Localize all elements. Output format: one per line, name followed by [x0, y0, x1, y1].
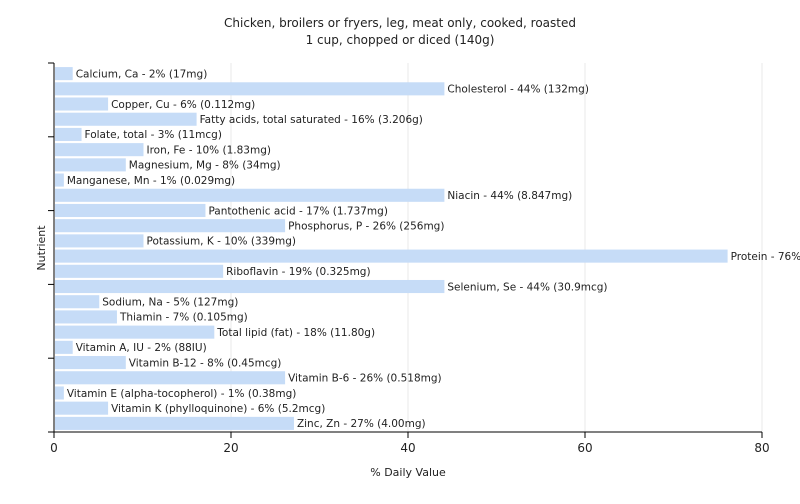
- bar: [55, 310, 117, 324]
- x-tick-label: 80: [754, 441, 769, 455]
- bar-label: Riboflavin - 19% (0.325mg): [226, 266, 370, 278]
- bar-label: Calcium, Ca - 2% (17mg): [76, 68, 208, 80]
- bar: [55, 112, 197, 126]
- bar: [55, 67, 73, 81]
- bar: [55, 386, 64, 400]
- bar: [55, 143, 144, 157]
- bar-label: Iron, Fe - 10% (1.83mg): [147, 144, 271, 156]
- bar-label: Vitamin E (alpha-tocopherol) - 1% (0.38m…: [67, 388, 297, 400]
- chart-subtitle: 1 cup, chopped or diced (140g): [306, 33, 495, 47]
- grid-lines: [230, 63, 763, 432]
- bar: [55, 279, 445, 294]
- bar-label: Vitamin B-6 - 26% (0.518mg): [288, 373, 442, 385]
- bar-label: Zinc, Zn - 27% (4.00mg): [297, 418, 426, 430]
- bar-label: Cholesterol - 44% (132mg): [447, 84, 589, 96]
- x-tick-label: 60: [577, 441, 592, 455]
- bar: [55, 325, 215, 339]
- x-tick-label: 40: [400, 441, 415, 455]
- bar-labels: Calcium, Ca - 2% (17mg) Cholesterol - 44%…: [67, 68, 800, 430]
- bar-label: Thiamin - 7% (0.105mg): [119, 312, 248, 324]
- bar-label: Folate, total - 3% (11mcg): [85, 129, 222, 141]
- bar: [55, 234, 144, 248]
- bar-label: Vitamin B-12 - 8% (0.45mcg): [129, 357, 282, 369]
- bar: [55, 340, 73, 354]
- x-tick-label: 0: [50, 441, 58, 455]
- bar-label: Vitamin A, IU - 2% (88IU): [76, 342, 207, 354]
- bar: [55, 416, 294, 430]
- y-axis-label: Nutrient: [35, 225, 48, 271]
- bar: [55, 249, 728, 263]
- bar: [55, 295, 100, 309]
- bar-label: Potassium, K - 10% (339mg): [147, 236, 297, 248]
- bar: [55, 97, 109, 111]
- bar-label: Magnesium, Mg - 8% (34mg): [129, 160, 281, 172]
- x-tick-label: 20: [223, 441, 238, 455]
- bar: [55, 188, 445, 202]
- bar-label: Copper, Cu - 6% (0.112mg): [111, 99, 255, 111]
- bar: [55, 158, 126, 172]
- bar-label: Sodium, Na - 5% (127mg): [102, 297, 238, 309]
- bar: [55, 356, 126, 370]
- bar-label: Vitamin K (phylloquinone) - 6% (5.2mcg): [111, 403, 325, 415]
- bar: [55, 82, 445, 96]
- bar-label: Selenium, Se - 44% (30.9mcg): [447, 281, 607, 293]
- bar: [55, 401, 109, 415]
- x-ticks: 0 20 40 60 80: [50, 432, 770, 455]
- bar: [55, 371, 286, 385]
- bar: [55, 219, 286, 233]
- x-axis-label: % Daily Value: [370, 466, 446, 479]
- bar-label: Pantothenic acid - 17% (1.737mg): [208, 205, 387, 217]
- bars: [55, 67, 728, 430]
- bar: [55, 203, 206, 218]
- bar-label: Manganese, Mn - 1% (0.029mg): [67, 175, 235, 187]
- bar-label: Total lipid (fat) - 18% (11.80g): [216, 327, 375, 339]
- bar-label: Phosphorus, P - 26% (256mg): [288, 220, 444, 232]
- bar-label: Niacin - 44% (8.847mg): [447, 190, 572, 202]
- chart-title: Chicken, broilers or fryers, leg, meat o…: [224, 16, 576, 30]
- bar: [55, 264, 224, 278]
- bar-label: Protein - 76% (37.84g): [731, 251, 800, 263]
- bar: [55, 127, 82, 141]
- bar-label: Fatty acids, total saturated - 16% (3.20…: [200, 114, 423, 126]
- bar: [55, 173, 64, 187]
